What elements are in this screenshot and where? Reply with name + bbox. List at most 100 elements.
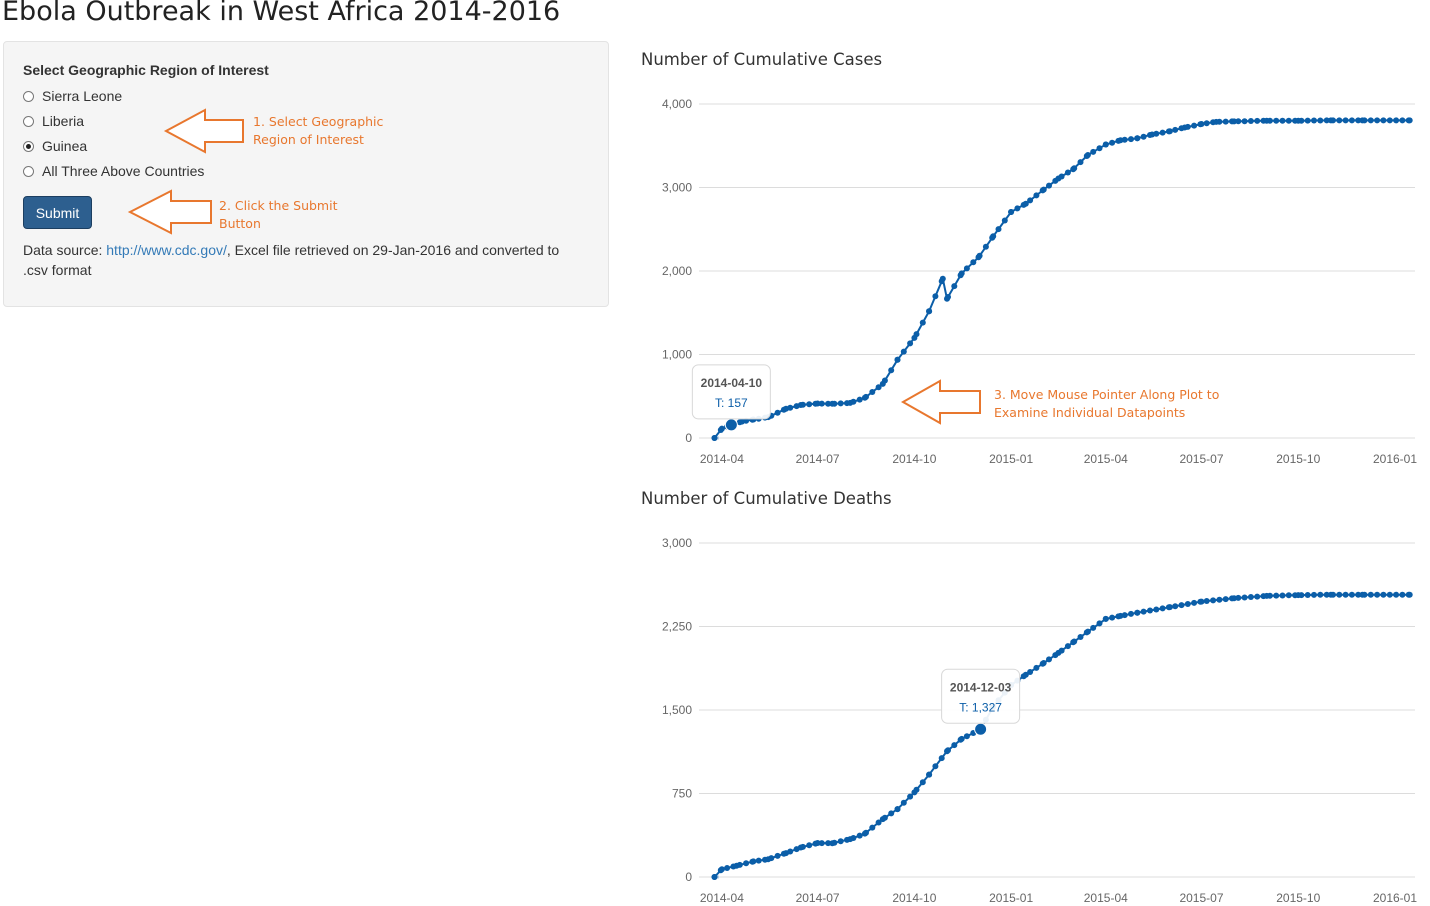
data-point[interactable] — [976, 252, 983, 259]
data-point[interactable] — [951, 283, 958, 290]
data-point[interactable] — [1399, 591, 1406, 598]
data-point[interactable] — [1140, 133, 1147, 140]
data-point[interactable] — [888, 810, 895, 817]
data-point[interactable] — [894, 356, 901, 363]
radio-option-all-three[interactable]: All Three Above Countries — [23, 161, 204, 181]
data-point[interactable] — [1198, 121, 1205, 127]
data-point[interactable] — [787, 848, 794, 855]
data-point[interactable] — [1380, 591, 1387, 598]
data-point[interactable] — [787, 404, 794, 411]
data-point[interactable] — [806, 842, 813, 849]
data-point[interactable] — [1355, 117, 1362, 124]
data-point[interactable] — [1046, 656, 1052, 663]
data-point[interactable] — [1298, 117, 1305, 124]
data-point[interactable] — [1022, 200, 1029, 207]
data-point[interactable] — [799, 401, 806, 408]
data-point[interactable] — [1198, 598, 1205, 605]
data-point[interactable] — [1355, 591, 1362, 598]
data-point[interactable] — [990, 233, 997, 240]
data-point[interactable] — [1216, 596, 1223, 603]
data-point[interactable] — [1109, 139, 1116, 146]
data-point[interactable] — [1001, 217, 1008, 224]
data-point[interactable] — [1172, 603, 1179, 610]
data-point[interactable] — [1367, 117, 1374, 124]
data-point[interactable] — [1147, 607, 1153, 614]
data-point[interactable] — [814, 840, 821, 846]
data-point[interactable] — [1077, 634, 1084, 640]
data-point[interactable] — [1090, 148, 1097, 155]
data-point[interactable] — [1014, 205, 1021, 212]
data-point[interactable] — [850, 398, 857, 405]
data-point[interactable] — [970, 259, 977, 266]
data-point[interactable] — [1159, 605, 1166, 612]
data-point[interactable] — [863, 393, 869, 400]
data-point[interactable] — [806, 401, 813, 408]
radio-option-liberia[interactable]: Liberia — [23, 111, 84, 131]
data-point[interactable] — [1330, 117, 1336, 124]
data-point[interactable] — [1178, 602, 1185, 609]
data-point[interactable] — [1008, 209, 1015, 215]
data-point[interactable] — [711, 435, 718, 441]
data-point[interactable] — [1121, 136, 1128, 143]
data-point[interactable] — [1222, 596, 1229, 603]
data-point[interactable] — [926, 308, 933, 315]
data-point[interactable] — [1121, 612, 1128, 619]
data-point[interactable] — [1374, 117, 1381, 124]
data-point[interactable] — [1342, 591, 1349, 598]
data-point[interactable] — [1210, 597, 1217, 604]
data-point[interactable] — [1254, 593, 1261, 600]
data-point[interactable] — [1134, 135, 1141, 142]
data-point[interactable] — [1367, 591, 1374, 598]
data-point[interactable] — [1191, 599, 1198, 606]
data-point[interactable] — [1071, 165, 1078, 172]
data-point[interactable] — [863, 829, 869, 836]
data-point[interactable] — [799, 843, 806, 850]
data-point[interactable] — [913, 331, 920, 338]
data-point[interactable] — [900, 799, 907, 806]
data-point[interactable] — [831, 839, 838, 846]
data-point[interactable] — [938, 755, 945, 762]
hovered-data-point[interactable] — [974, 722, 988, 736]
data-point[interactable] — [951, 742, 958, 749]
data-point[interactable] — [1323, 591, 1330, 598]
data-point[interactable] — [1386, 117, 1393, 124]
data-point[interactable] — [856, 832, 863, 839]
data-point[interactable] — [1058, 647, 1065, 654]
data-point[interactable] — [1128, 610, 1134, 617]
cases-chart[interactable]: 0 1,000 2,000 3,000 4,000 2014-04 2014-07 2014-… — [640, 80, 1430, 475]
data-point[interactable] — [1406, 591, 1413, 598]
data-point[interactable] — [1102, 141, 1109, 148]
data-point[interactable] — [1266, 592, 1273, 599]
data-point[interactable] — [1361, 591, 1368, 598]
data-point[interactable] — [837, 400, 844, 407]
data-point[interactable] — [1027, 669, 1034, 675]
data-point[interactable] — [750, 858, 757, 865]
data-point[interactable] — [831, 400, 838, 407]
data-point[interactable] — [1084, 628, 1091, 635]
deaths-chart[interactable]: 0 750 1,500 2,250 3,000 2014-04 2014-07 2014-10… — [640, 520, 1430, 906]
data-point[interactable] — [1134, 609, 1141, 616]
data-point[interactable] — [982, 243, 989, 250]
data-point[interactable] — [1022, 671, 1029, 678]
data-point[interactable] — [814, 400, 821, 407]
data-point[interactable] — [1311, 591, 1317, 598]
data-point[interactable] — [1071, 638, 1078, 645]
data-point[interactable] — [1393, 117, 1400, 124]
data-point[interactable] — [1027, 197, 1034, 204]
data-point[interactable] — [888, 367, 895, 374]
data-point[interactable] — [1342, 117, 1349, 124]
data-point[interactable] — [1096, 145, 1103, 152]
data-point[interactable] — [1393, 591, 1400, 598]
data-point[interactable] — [1266, 117, 1273, 124]
data-point[interactable] — [774, 409, 781, 416]
data-point[interactable] — [1153, 606, 1160, 613]
data-point[interactable] — [1235, 594, 1242, 601]
data-point[interactable] — [1285, 117, 1292, 124]
data-point[interactable] — [869, 824, 876, 831]
data-point[interactable] — [825, 840, 832, 847]
data-point[interactable] — [894, 806, 901, 813]
data-point[interactable] — [1348, 591, 1355, 598]
data-point[interactable] — [945, 747, 951, 754]
data-point[interactable] — [1273, 117, 1280, 124]
data-point[interactable] — [724, 865, 731, 871]
